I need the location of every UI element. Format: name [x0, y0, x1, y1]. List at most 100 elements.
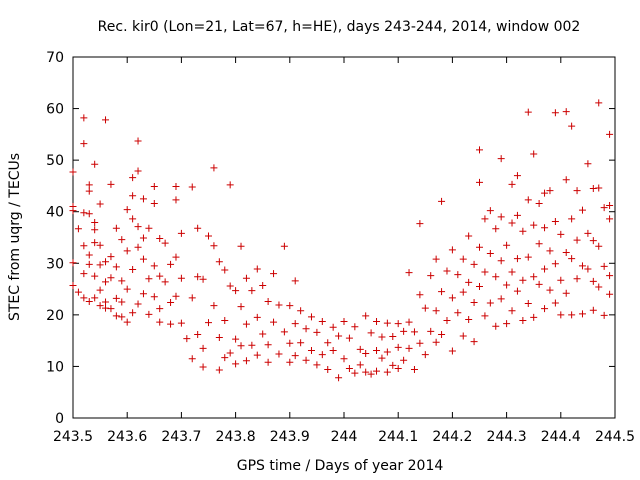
data-point: [595, 99, 603, 107]
data-point: [459, 288, 467, 296]
data-point: [476, 243, 483, 251]
data-point: [96, 241, 104, 249]
data-point: [481, 215, 489, 223]
data-point: [519, 227, 527, 235]
data-point: [205, 319, 212, 327]
data-point: [264, 341, 272, 349]
data-point: [497, 213, 505, 221]
y-tick-label: 40: [46, 205, 64, 221]
data-point: [177, 319, 185, 327]
data-point: [199, 275, 207, 283]
data-point: [362, 312, 370, 320]
data-point: [568, 311, 576, 319]
data-point: [139, 234, 147, 242]
data-point: [432, 307, 440, 315]
data-point: [535, 280, 543, 288]
data-point: [291, 277, 299, 285]
data-point: [606, 215, 614, 223]
data-point: [519, 276, 527, 284]
plot-frame: [72, 56, 616, 419]
x-tick-label: 244.3: [487, 429, 527, 445]
data-point: [177, 274, 185, 282]
data-point: [476, 282, 483, 290]
data-point: [530, 150, 538, 158]
x-tick-label: 244.4: [541, 429, 581, 445]
data-point: [427, 272, 435, 280]
data-point: [134, 167, 142, 175]
y-tick-label: 30: [46, 256, 64, 272]
data-point: [421, 351, 429, 359]
data-point: [210, 302, 218, 310]
data-point: [589, 277, 597, 285]
data-point: [237, 303, 245, 311]
data-point: [69, 207, 77, 215]
data-point: [394, 343, 402, 351]
data-point: [286, 358, 294, 366]
data-point: [80, 242, 88, 250]
data-point: [237, 342, 245, 350]
data-point: [378, 333, 386, 341]
data-point: [226, 282, 234, 290]
data-point: [80, 270, 88, 278]
x-axis: 243.5 243.6 243.7 243.8 243.9 244 244.1 244.2 24…: [53, 57, 635, 445]
data-point: [161, 278, 169, 286]
data-point: [578, 262, 586, 270]
data-point: [459, 255, 467, 263]
data-point: [389, 333, 397, 341]
data-point: [221, 317, 229, 325]
data-point: [118, 298, 126, 306]
data-point: [524, 108, 532, 116]
data-point: [416, 291, 424, 299]
data-point: [578, 310, 586, 318]
data-point: [96, 302, 104, 310]
data-point: [448, 347, 456, 355]
data-point: [85, 210, 93, 218]
data-point: [167, 260, 175, 268]
data-point: [129, 174, 137, 182]
data-point: [69, 281, 77, 289]
data-point: [546, 247, 554, 255]
data-point: [606, 130, 614, 138]
data-point: [118, 236, 126, 244]
data-point: [405, 318, 413, 326]
data-point: [606, 290, 614, 298]
data-point: [74, 288, 82, 296]
data-point: [481, 312, 489, 320]
data-point: [232, 335, 240, 343]
data-point: [123, 247, 131, 255]
data-point: [85, 251, 93, 259]
x-tick-label: 243.6: [107, 429, 147, 445]
data-point: [102, 258, 110, 266]
data-point: [530, 221, 538, 229]
data-point: [541, 224, 549, 232]
data-point: [470, 298, 478, 306]
data-point: [340, 318, 348, 326]
data-point: [313, 361, 321, 369]
data-point: [297, 307, 305, 315]
data-point: [362, 350, 370, 358]
data-point: [503, 281, 511, 289]
data-point: [410, 328, 418, 336]
data-point: [481, 268, 489, 276]
data-point: [394, 364, 402, 372]
data-point: [600, 311, 608, 319]
data-point: [145, 275, 153, 283]
data-point: [492, 225, 500, 233]
data-point: [270, 270, 278, 278]
data-point: [150, 182, 158, 190]
data-point: [123, 206, 131, 214]
data-point: [156, 272, 164, 280]
data-points: [69, 99, 614, 382]
data-point: [351, 369, 359, 377]
data-point: [513, 172, 521, 180]
data-point: [503, 320, 511, 328]
data-point: [470, 338, 478, 346]
data-point: [383, 319, 391, 327]
data-point: [443, 317, 451, 325]
data-point: [69, 259, 77, 267]
data-point: [606, 202, 614, 210]
data-point: [389, 361, 397, 369]
data-point: [318, 351, 326, 359]
data-point: [448, 246, 456, 254]
data-point: [156, 318, 164, 326]
